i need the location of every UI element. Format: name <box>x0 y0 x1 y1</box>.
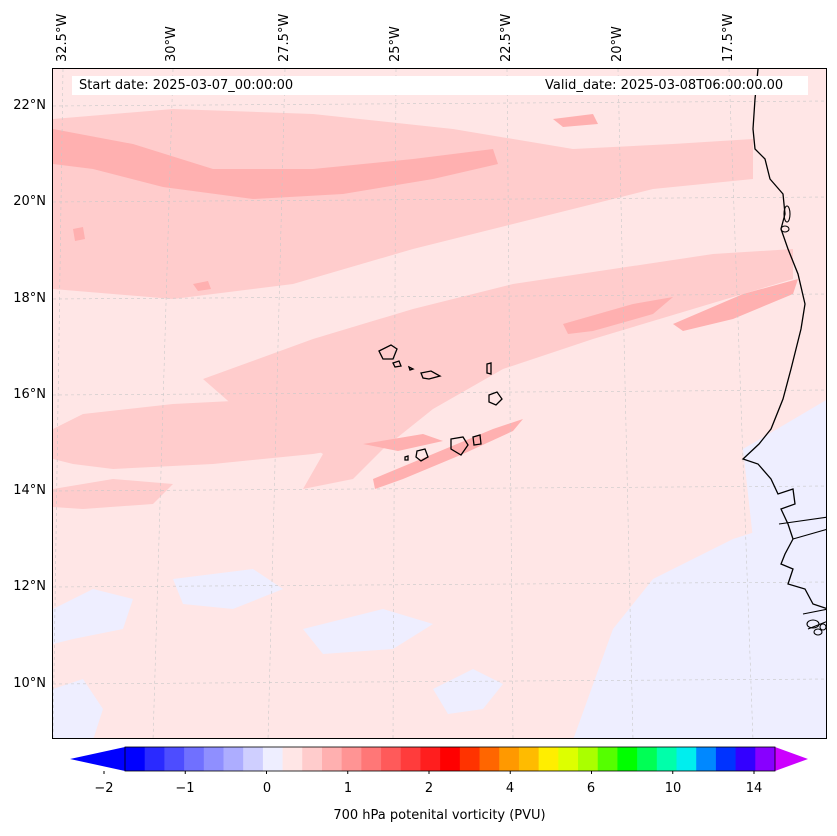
colorbar-cell <box>696 747 717 771</box>
colorbar-cell <box>597 747 618 771</box>
colorbar-cell <box>144 747 165 771</box>
colorbar-cell <box>203 747 224 771</box>
colorbar-tick-label: 0 <box>262 781 272 796</box>
graticule <box>53 69 826 738</box>
colorbar-cell <box>381 747 402 771</box>
colorbar-cell <box>479 747 500 771</box>
colorbar-cell <box>302 747 323 771</box>
colorbar-tick-label: 4 <box>505 781 515 796</box>
lon-label-20w: 20°W <box>610 26 625 62</box>
coastline-detail <box>778 516 826 630</box>
colorbar-tick-label: −1 <box>175 781 195 796</box>
colorbar-cell <box>538 747 559 771</box>
lat-label-14n: 14°N <box>13 483 46 498</box>
colorbar-cell <box>578 747 599 771</box>
colorbar-cell <box>361 747 382 771</box>
colorbar-tick-label: 6 <box>586 781 596 796</box>
coastline <box>741 69 826 610</box>
colorbar <box>70 746 808 774</box>
colorbar-cell <box>223 747 244 771</box>
colorbar-cell <box>341 747 362 771</box>
lon-label-32-5w: 32.5°W <box>55 13 70 62</box>
colorbar-label: 700 hPa potenital vorticity (PVU) <box>333 808 546 823</box>
lat-label-12n: 12°N <box>13 579 46 594</box>
lat-label-20n: 20°N <box>13 194 46 209</box>
colorbar-cell <box>558 747 579 771</box>
colorbar-cell <box>440 747 461 771</box>
lon-label-22-5w: 22.5°W <box>499 13 514 62</box>
cape-verde-islands <box>378 344 503 462</box>
map-canvas <box>53 69 826 738</box>
colorbar-tick-label: −2 <box>94 781 114 796</box>
lon-label-30w: 30°W <box>164 26 179 62</box>
lat-label-10n: 10°N <box>13 676 46 691</box>
colorbar-cell <box>637 747 658 771</box>
lon-label-17-5w: 17.5°W <box>721 13 736 62</box>
map-panel <box>52 68 827 739</box>
start-date-label: Start date: 2025-03-07_00:00:00 <box>79 78 294 93</box>
lat-label-22n: 22°N <box>13 98 46 113</box>
colorbar-cell <box>420 747 441 771</box>
colorbar-cell <box>617 747 638 771</box>
colorbar-tick-marks <box>103 771 755 774</box>
lat-label-16n: 16°N <box>13 387 46 402</box>
colorbar-over-arrow <box>775 747 808 771</box>
colorbar-cell <box>735 747 756 771</box>
colorbar-cell <box>164 747 185 771</box>
colorbar-cell <box>184 747 205 771</box>
colorbar-frame <box>124 746 776 772</box>
colorbar-cell <box>262 747 284 771</box>
colorbar-cell <box>282 747 303 771</box>
colorbar-cell <box>518 747 540 771</box>
colorbar-cells <box>125 747 776 771</box>
lon-label-25w: 25°W <box>388 26 403 62</box>
colorbar-cell <box>125 747 146 771</box>
colorbar-cell <box>715 747 737 771</box>
colorbar-tick-label: 14 <box>745 781 763 796</box>
colorbar-cell <box>459 747 481 771</box>
pv-high-bands <box>53 114 798 489</box>
lat-label-18n: 18°N <box>13 291 46 306</box>
colorbar-cell <box>676 747 697 771</box>
colorbar-cell <box>499 747 520 771</box>
colorbar-cell <box>400 747 421 771</box>
colorbar-cell <box>243 747 264 771</box>
colorbar-cell <box>656 747 678 771</box>
colorbar-under-arrow <box>70 747 125 771</box>
colorbar-cell <box>321 747 343 771</box>
lon-label-27-5w: 27.5°W <box>277 13 292 62</box>
valid-date-label: Valid_date: 2025-03-08T06:00:00.00 <box>545 78 784 93</box>
colorbar-tick-label: 1 <box>343 781 353 796</box>
date-info-box <box>72 76 808 95</box>
colorbar-tick-label: 10 <box>664 781 682 796</box>
coastal-islands <box>780 205 826 636</box>
colorbar-tick-label: 2 <box>424 781 434 796</box>
colorbar-cell <box>755 747 776 771</box>
